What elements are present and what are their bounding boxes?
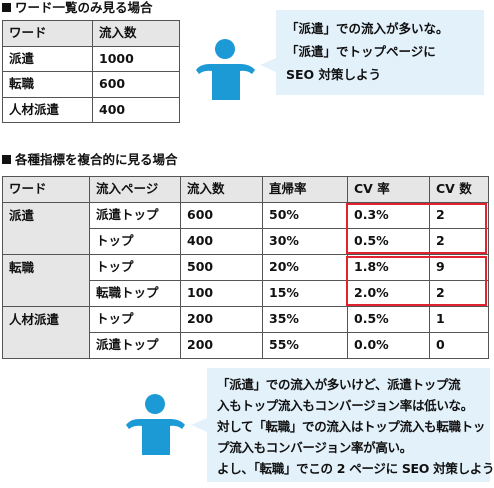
- table-cell: 35%: [262, 306, 348, 333]
- table-cell: 転職: [2, 71, 93, 98]
- section2-heading: 各種指標を複合的に見る場合: [2, 152, 178, 168]
- table-cell: 600: [180, 202, 263, 229]
- table-cell: トップ: [89, 254, 181, 281]
- table-cell: 200: [180, 306, 263, 333]
- bubble-line: よし、「転職」でこの 2 ページに SEO 対策しよう!: [217, 461, 494, 476]
- table-cell: 15%: [262, 280, 348, 307]
- section2-title: 各種指標を複合的に見る場合: [15, 152, 178, 167]
- table-cell: 派遣: [2, 46, 93, 72]
- square-bullet-icon: [2, 3, 11, 12]
- highlight-box-tenshoku: [346, 256, 487, 306]
- table-cell: 100: [180, 280, 263, 307]
- header-cell: 流入数: [180, 176, 263, 203]
- table-cell: 30%: [262, 228, 348, 255]
- table-row: 転職 600: [2, 71, 180, 98]
- header-cell: 流入数: [92, 20, 180, 47]
- table-cell: 0: [429, 332, 489, 359]
- table-cell: 200: [180, 332, 263, 359]
- table-cell: 1000: [92, 46, 180, 72]
- bubble-line: 対して「転職」での流入はトップ流入も転職トッ: [217, 419, 486, 434]
- table-header-row: ワード 流入ページ 流入数 直帰率 CV 率 CV 数: [2, 176, 489, 203]
- table-cell: 55%: [262, 332, 348, 359]
- table-cell: 600: [92, 71, 180, 98]
- header-cell: CV 数: [429, 176, 489, 203]
- table-cell: 0.5%: [347, 306, 430, 333]
- person-icon: [196, 39, 255, 100]
- section1-title: ワード一覧のみ見る場合: [15, 0, 153, 15]
- header-cell: 流入ページ: [89, 176, 181, 203]
- table-cell: 0.0%: [347, 332, 430, 359]
- bubble-line: 「派遣」でトップページに: [286, 44, 436, 59]
- header-cell: ワード: [2, 176, 90, 203]
- table-row: 人材派遣 400: [2, 97, 180, 123]
- table-row: トップ 400 30% 0.5% 2: [3, 228, 489, 255]
- table-cell: 400: [180, 228, 263, 255]
- section1-heading: ワード一覧のみ見る場合: [2, 0, 153, 16]
- header-cell: 直帰率: [262, 176, 348, 203]
- table-cell: 400: [92, 97, 180, 123]
- speech-bubble-1: 「派遣」での流入が多いな。 「派遣」でトップページに SEO 対策しよう: [260, 10, 484, 95]
- table-cell: 2: [429, 202, 489, 229]
- table-header-row: ワード 流入数: [2, 20, 180, 47]
- header-cell: CV 率: [347, 176, 430, 203]
- table-row: 派遣トップ 200 55% 0.0% 0: [3, 332, 489, 359]
- bubble-line: SEO 対策しよう: [286, 67, 382, 82]
- bubble-line: 「派遣」での流入が多いけど、派遣トップ流: [217, 377, 461, 392]
- composite-metrics-table: ワード 流入ページ 流入数 直帰率 CV 率 CV 数 派遣 派遣トップ 600…: [2, 176, 489, 359]
- table-cell: トップ: [89, 306, 181, 333]
- table-cell: 2: [429, 280, 489, 307]
- speech-bubble-2: 「派遣」での流入が多いけど、派遣トップ流 入もトップ流入もコンバージョン率は低い…: [191, 368, 494, 482]
- person-icon: [126, 394, 185, 455]
- table-row: 人材派遣 トップ 200 35% 0.5% 1: [2, 306, 489, 359]
- table-cell: 20%: [262, 254, 348, 281]
- table-cell: 2: [429, 228, 489, 255]
- bubble-line: 入もトップ流入もコンバージョン率は低いな。: [217, 398, 473, 413]
- table-cell: 人材派遣: [2, 97, 93, 123]
- table-cell: 派遣トップ: [89, 202, 181, 229]
- table-row: 派遣 派遣トップ 600 50% 0.3% 2: [2, 202, 489, 255]
- table-cell: 派遣トップ: [89, 332, 181, 359]
- word-cell: 派遣: [2, 202, 90, 255]
- word-list-table: ワード 流入数 派遣 1000 転職 600 人材派遣 400: [2, 20, 180, 123]
- table-cell: 500: [180, 254, 263, 281]
- header-cell: ワード: [2, 20, 93, 47]
- word-cell: 転職: [2, 254, 90, 307]
- table-cell: 1: [429, 306, 489, 333]
- highlight-box-haken: [346, 203, 487, 254]
- table-cell: 2.0%: [347, 280, 430, 307]
- table-cell: 50%: [262, 202, 348, 229]
- square-bullet-icon: [2, 155, 11, 164]
- table-row: 転職 トップ 500 20% 1.8% 9: [2, 254, 489, 307]
- word-cell: 人材派遣: [2, 306, 90, 359]
- bubble-line: 「派遣」での流入が多いな。: [286, 21, 449, 36]
- bubble-line: プ流入もコンバージョン率が高い。: [217, 440, 412, 455]
- table-cell: トップ: [89, 228, 181, 255]
- table-cell: 転職トップ: [89, 280, 181, 307]
- table-row: 派遣 1000: [2, 46, 180, 72]
- table-cell: 0.5%: [347, 228, 430, 255]
